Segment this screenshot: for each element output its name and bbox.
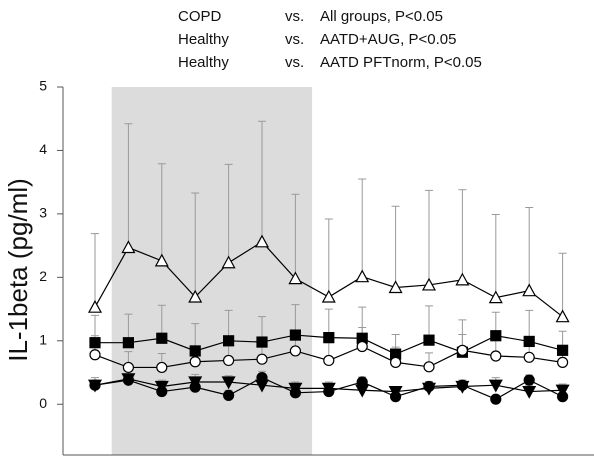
marker: [455, 272, 470, 286]
annotation: vs.: [285, 31, 304, 48]
marker: [221, 376, 236, 390]
error-bar: [525, 207, 534, 291]
error-bar: [391, 205, 400, 288]
marker: [288, 271, 303, 285]
marker: [188, 289, 203, 303]
marker: [121, 240, 136, 254]
annotation: vs.: [285, 54, 304, 71]
error-bar: [258, 120, 266, 242]
marker: [390, 391, 402, 403]
error-bar: [157, 163, 166, 261]
marker: [421, 277, 437, 291]
annotation: AATD+AUG, P<0.05: [320, 31, 456, 48]
error-bar: [358, 178, 367, 277]
annotation: COPD: [178, 8, 222, 25]
marker: [189, 381, 201, 393]
marker: [87, 299, 103, 313]
marker: [156, 385, 168, 398]
marker: [189, 356, 201, 368]
marker: [388, 280, 403, 294]
error-bar: [425, 189, 433, 285]
marker: [490, 393, 502, 405]
error-bar: [324, 218, 333, 298]
annotation: Healthy: [178, 31, 229, 48]
marker: [556, 344, 569, 356]
error-bar: [458, 189, 467, 280]
marker: [523, 335, 535, 348]
marker: [156, 332, 168, 344]
marker: [323, 354, 335, 367]
marker: [323, 385, 335, 398]
marker: [189, 345, 201, 357]
marker: [523, 351, 535, 363]
error-bar: [91, 233, 99, 308]
marker: [122, 337, 135, 349]
marker: [356, 376, 368, 388]
marker: [490, 330, 502, 342]
marker: [488, 290, 503, 304]
marker: [323, 332, 335, 344]
marker: [555, 384, 570, 398]
marker: [154, 253, 169, 267]
marker: [89, 349, 101, 361]
y-tick-label: 0: [39, 395, 47, 411]
marker: [522, 385, 537, 399]
y-tick-label: 1: [39, 331, 47, 347]
marker: [523, 374, 535, 386]
marker: [223, 354, 235, 367]
annotation: vs.: [285, 8, 304, 25]
error-bar: [191, 192, 200, 298]
error-bar: [224, 163, 233, 263]
y-tick-label: 5: [39, 78, 47, 94]
marker: [89, 379, 101, 391]
marker: [456, 379, 468, 391]
marker: [423, 380, 435, 393]
error-bar: [558, 252, 567, 317]
marker: [490, 350, 502, 362]
marker: [321, 289, 336, 303]
marker: [555, 309, 570, 323]
marker: [456, 344, 468, 356]
shaded-region: [111, 87, 313, 455]
marker: [289, 387, 301, 399]
y-tick-label: 4: [39, 141, 47, 157]
marker: [289, 345, 301, 357]
marker: [289, 329, 301, 341]
marker: [122, 361, 134, 374]
marker: [223, 389, 235, 401]
marker: [156, 361, 168, 374]
marker: [390, 356, 402, 368]
marker: [254, 234, 270, 248]
y-axis-label: IL-1beta (pg/ml): [3, 178, 33, 362]
marker: [223, 335, 235, 347]
marker: [122, 374, 134, 386]
error-bar: [291, 193, 300, 279]
marker: [89, 337, 101, 349]
marker: [423, 334, 435, 346]
marker: [522, 283, 537, 297]
annotation: All groups, P<0.05: [320, 8, 443, 25]
annotation: AATD PFTnorm, P<0.05: [320, 54, 482, 71]
marker: [556, 356, 569, 368]
marker: [221, 255, 236, 269]
marker: [488, 379, 503, 393]
y-tick-label: 3: [39, 205, 47, 221]
marker: [355, 269, 370, 283]
marker: [356, 340, 368, 353]
error-bar: [124, 123, 133, 248]
marker: [256, 336, 268, 348]
error-bar: [491, 214, 500, 298]
marker: [556, 391, 569, 403]
marker: [256, 371, 268, 384]
y-tick-label: 2: [39, 268, 47, 284]
error-bar: [425, 305, 433, 341]
annotation: Healthy: [178, 54, 229, 71]
marker: [256, 353, 268, 365]
marker: [423, 361, 435, 373]
